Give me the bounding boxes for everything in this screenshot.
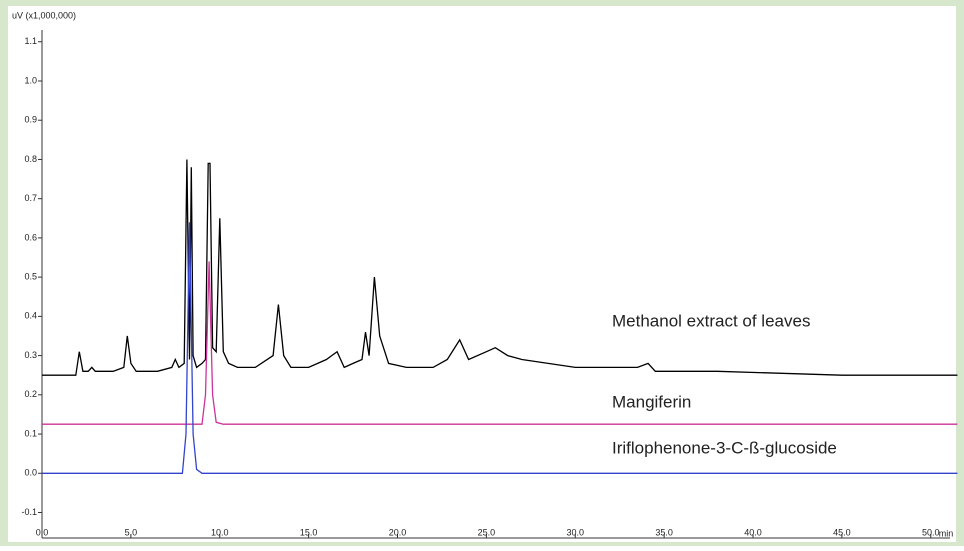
x-tick-label: 0.0: [36, 527, 49, 537]
y-tick-label: 0.2: [24, 389, 37, 399]
series-line: [42, 159, 958, 376]
series-label: Iriflophenone-3-C-ß-glucoside: [612, 438, 837, 457]
y-tick-label: 1.0: [24, 75, 37, 85]
x-tick-label: 15.0: [300, 527, 318, 537]
x-tick-label: 5.0: [125, 527, 138, 537]
series-line: [42, 261, 958, 425]
y-tick-label: 0.5: [24, 272, 37, 282]
x-unit-label: min: [939, 528, 954, 538]
y-tick-label: 1.1: [24, 36, 37, 46]
series-label: Mangiferin: [612, 392, 691, 411]
y-unit-label: uV (x1,000,000): [12, 10, 76, 20]
y-tick-label: 0.4: [24, 311, 37, 321]
y-tick-label: 0.0: [24, 468, 37, 478]
y-tick-label: 0.3: [24, 350, 37, 360]
x-tick-label: 40.0: [744, 527, 762, 537]
x-tick-label: 10.0: [211, 527, 229, 537]
x-tick-label: 45.0: [833, 527, 851, 537]
x-tick-label: 35.0: [655, 527, 673, 537]
y-tick-label: 0.6: [24, 232, 37, 242]
series-label: Methanol extract of leaves: [612, 311, 810, 330]
x-tick-label: 25.0: [478, 527, 496, 537]
y-tick-label: 0.7: [24, 193, 37, 203]
x-tick-label: 50.0: [922, 527, 940, 537]
y-tick-label: -0.1: [21, 507, 37, 517]
y-tick-label: 0.8: [24, 154, 37, 164]
plot-area: [8, 6, 956, 542]
series-line: [42, 222, 958, 474]
x-tick-label: 30.0: [567, 527, 585, 537]
y-tick-label: 0.1: [24, 428, 37, 438]
x-tick-label: 20.0: [389, 527, 407, 537]
y-tick-label: 0.9: [24, 115, 37, 125]
